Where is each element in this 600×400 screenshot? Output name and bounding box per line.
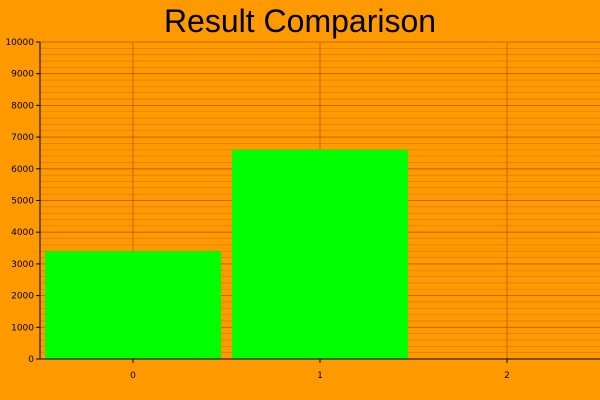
y-tick-label: 4000 bbox=[11, 228, 34, 238]
y-tick-label: 6000 bbox=[11, 165, 34, 175]
y-tick-label: 3000 bbox=[11, 260, 34, 270]
y-tick-label: 0 bbox=[28, 355, 34, 365]
y-tick-label: 8000 bbox=[11, 101, 34, 111]
x-tick-label: 0 bbox=[130, 371, 136, 381]
x-tick-label: 1 bbox=[317, 371, 323, 381]
bar-0 bbox=[45, 251, 221, 359]
y-tick-label: 10000 bbox=[5, 38, 34, 48]
y-tick-label: 5000 bbox=[11, 197, 34, 207]
y-tick-label: 1000 bbox=[11, 323, 34, 333]
y-tick-label: 2000 bbox=[11, 292, 34, 302]
y-tick-label: 7000 bbox=[11, 133, 34, 143]
tick-labels-layer: 0 1000 2000 3000 4000 5000 6000 7000 8000 9000 100… bbox=[5, 38, 510, 381]
axes-layer bbox=[36, 41, 600, 363]
y-tick-label: 9000 bbox=[11, 70, 34, 80]
x-tick-label: 2 bbox=[504, 371, 510, 381]
chart-title: Result Comparison bbox=[163, 3, 437, 39]
bars-layer bbox=[45, 149, 408, 359]
bar-1 bbox=[232, 149, 408, 359]
